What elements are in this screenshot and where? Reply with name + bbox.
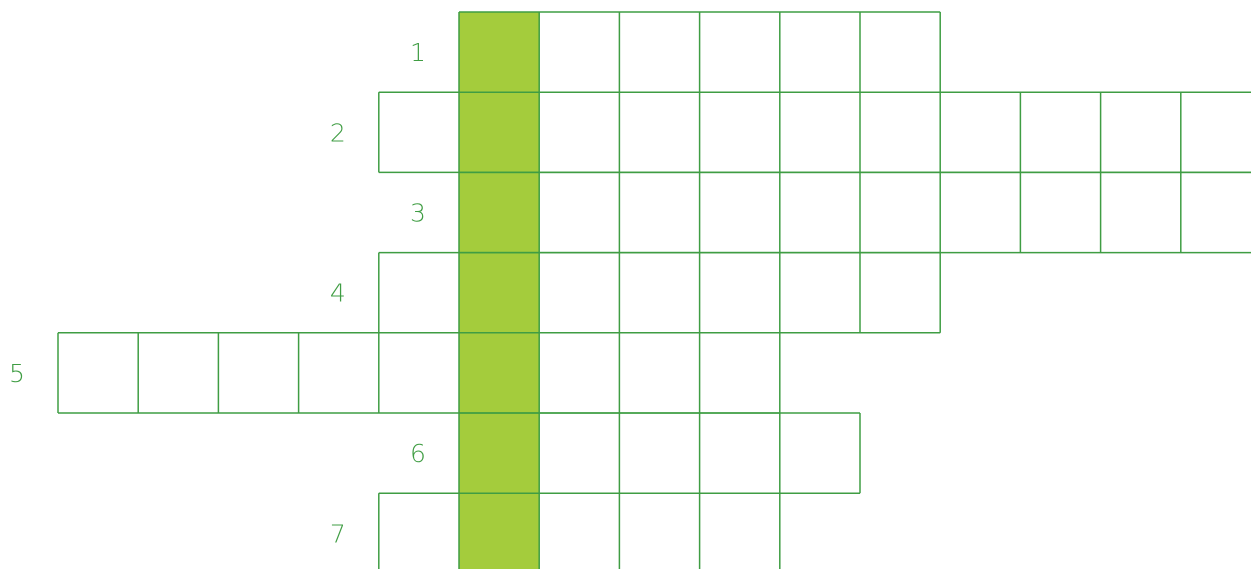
cell-row-3-5[interactable] xyxy=(779,172,860,253)
cell-row-7-5[interactable] xyxy=(699,493,780,569)
cell-row-7-4[interactable] xyxy=(619,493,700,569)
cell-row-4-1[interactable] xyxy=(378,252,459,333)
cell-row-4-6[interactable] xyxy=(779,252,860,333)
cell-row-1-4[interactable] xyxy=(699,12,780,93)
cell-row-3-2[interactable] xyxy=(539,172,620,253)
cell-row-1-2[interactable] xyxy=(539,12,620,93)
cell-row-1-6[interactable] xyxy=(860,12,941,93)
cell-row-3-3[interactable] xyxy=(619,172,700,253)
clue-number-2: 2 xyxy=(330,118,346,147)
cell-row-4-3[interactable] xyxy=(539,252,620,333)
clue-numbers-layer: 1 2 3 4 5 6 7 xyxy=(9,38,426,548)
cell-row-2-8[interactable] xyxy=(940,92,1021,173)
cell-row-7-3[interactable] xyxy=(539,493,620,569)
cell-row-5-4[interactable] xyxy=(298,332,379,413)
cell-row-5-5[interactable] xyxy=(378,332,459,413)
cell-row-3-4[interactable] xyxy=(699,172,780,253)
clue-number-1: 1 xyxy=(410,38,426,67)
cell-row-3-10[interactable] xyxy=(1180,172,1251,253)
cell-row-4-7[interactable] xyxy=(860,252,941,333)
cell-row-1-5[interactable] xyxy=(779,12,860,93)
cell-row-2-1[interactable] xyxy=(378,92,459,173)
highlighted-cell-row-2[interactable] xyxy=(459,92,540,173)
highlighted-cell-row-6[interactable] xyxy=(459,413,540,494)
highlighted-cell-row-7[interactable] xyxy=(459,493,540,569)
cell-row-6-2[interactable] xyxy=(539,413,620,494)
cell-row-5-3[interactable] xyxy=(218,332,299,413)
cell-row-2-3[interactable] xyxy=(539,92,620,173)
cells-layer xyxy=(58,12,1251,569)
cell-row-2-5[interactable] xyxy=(699,92,780,173)
cell-row-7-1[interactable] xyxy=(378,493,459,569)
highlighted-cell-row-4[interactable] xyxy=(459,252,540,333)
cell-row-2-10[interactable] xyxy=(1100,92,1181,173)
cell-row-2-4[interactable] xyxy=(619,92,700,173)
clue-number-7: 7 xyxy=(330,519,346,548)
highlighted-cell-row-5[interactable] xyxy=(459,332,540,413)
cell-row-6-4[interactable] xyxy=(699,413,780,494)
cell-row-3-8[interactable] xyxy=(1020,172,1101,253)
cell-row-4-4[interactable] xyxy=(619,252,700,333)
cell-row-6-3[interactable] xyxy=(619,413,700,494)
clue-number-5: 5 xyxy=(9,359,25,388)
grid-lines-layer xyxy=(57,11,1251,569)
clue-number-4: 4 xyxy=(330,279,346,308)
cell-row-2-6[interactable] xyxy=(779,92,860,173)
cell-row-5-8[interactable] xyxy=(619,332,700,413)
cell-row-2-11[interactable] xyxy=(1180,92,1251,173)
cell-row-5-1[interactable] xyxy=(58,332,139,413)
cell-row-2-7[interactable] xyxy=(860,92,941,173)
cell-row-3-9[interactable] xyxy=(1100,172,1181,253)
cell-row-5-7[interactable] xyxy=(539,332,620,413)
clue-number-6: 6 xyxy=(410,439,426,468)
cell-row-3-7[interactable] xyxy=(940,172,1021,253)
highlighted-cell-row-1[interactable] xyxy=(459,12,540,93)
cell-row-1-3[interactable] xyxy=(619,12,700,93)
cell-row-6-5[interactable] xyxy=(779,413,860,494)
clue-number-3: 3 xyxy=(410,199,426,228)
cell-row-3-6[interactable] xyxy=(860,172,941,253)
cell-row-2-9[interactable] xyxy=(1020,92,1101,173)
cell-row-5-9[interactable] xyxy=(699,332,780,413)
cell-row-4-5[interactable] xyxy=(699,252,780,333)
cell-row-5-2[interactable] xyxy=(138,332,219,413)
highlighted-cell-row-3[interactable] xyxy=(459,172,540,253)
